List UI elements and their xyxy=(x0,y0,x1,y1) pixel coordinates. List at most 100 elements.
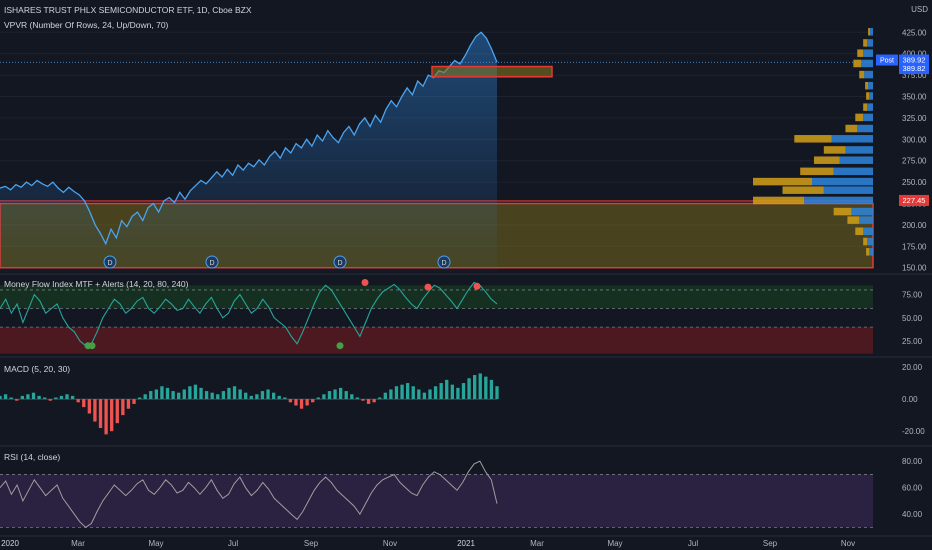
vp-down-bar xyxy=(866,248,870,256)
x-tick-label: Jul xyxy=(228,539,238,548)
vp-up-bar xyxy=(845,146,873,154)
macd-histogram-bar xyxy=(283,397,287,400)
macd-histogram-bar xyxy=(266,389,270,400)
macd-histogram-bar xyxy=(171,391,175,400)
macd-histogram-bar xyxy=(489,379,494,400)
vp-up-bar xyxy=(833,167,873,176)
macd-histogram-bar xyxy=(177,392,181,400)
mfi-oversold-alert xyxy=(336,342,344,350)
macd-histogram-bar xyxy=(98,399,103,428)
rsi-tick-label: 80.00 xyxy=(902,457,923,466)
mfi-oversold-alert xyxy=(88,342,96,350)
vp-down-bar xyxy=(853,59,862,68)
vp-up-bar xyxy=(863,49,873,57)
macd-histogram-bar xyxy=(204,391,209,400)
macd-pane-title: MACD (5, 20, 30) xyxy=(4,364,71,374)
vp-up-bar xyxy=(863,113,873,122)
vp-down-bar xyxy=(855,113,864,122)
macd-histogram-bar xyxy=(350,394,354,400)
vp-down-bar xyxy=(857,49,864,57)
x-tick-label: Nov xyxy=(841,539,855,548)
macd-histogram-bar xyxy=(15,399,19,401)
price-area xyxy=(0,32,497,272)
mfi-tick-label: 75.00 xyxy=(902,291,923,300)
vp-up-bar xyxy=(867,237,873,246)
macd-histogram-bar xyxy=(221,391,226,400)
vp-up-bar xyxy=(864,70,873,79)
macd-histogram-bar xyxy=(417,389,421,400)
macd-histogram-bar xyxy=(232,386,237,400)
vp-up-bar xyxy=(851,207,873,216)
macd-histogram-bar xyxy=(93,399,97,422)
x-tick-label: 2020 xyxy=(1,539,19,548)
vp-down-bar xyxy=(833,207,852,216)
currency-label: USD xyxy=(911,5,928,14)
price-tick-label: 200.00 xyxy=(902,221,927,230)
mfi-line xyxy=(0,281,498,347)
macd-histogram-bar xyxy=(59,395,64,400)
vp-down-bar xyxy=(863,39,868,47)
dividend-marker xyxy=(205,255,219,269)
macd-histogram-bar xyxy=(26,394,30,400)
macd-histogram-bar xyxy=(322,394,326,400)
mfi-upper-zone xyxy=(0,285,873,309)
macd-histogram-bar xyxy=(76,399,80,403)
rsi-band xyxy=(0,474,873,528)
macd-histogram-bar xyxy=(422,392,427,400)
macd-histogram-bar xyxy=(467,378,471,400)
x-tick-label: Mar xyxy=(71,539,85,548)
mfi-lower-zone xyxy=(0,327,873,354)
x-tick-label: Nov xyxy=(383,539,397,548)
macd-tick-label: 20.00 xyxy=(902,363,923,372)
macd-histogram-bar xyxy=(461,383,466,400)
x-tick-label: May xyxy=(607,539,622,548)
macd-histogram-bar xyxy=(65,394,69,400)
macd-histogram-bar xyxy=(338,387,343,400)
macd-histogram-bar xyxy=(478,373,482,400)
price-tick-label: 350.00 xyxy=(902,92,927,101)
macd-histogram-bar xyxy=(54,397,58,400)
vp-down-bar xyxy=(863,237,868,246)
dividend-marker xyxy=(333,255,347,269)
vp-up-bar xyxy=(831,135,873,143)
mfi-tick-label: 25.00 xyxy=(902,337,923,346)
dividend-marker-label: D xyxy=(441,260,446,267)
price-tick-label: 175.00 xyxy=(902,242,927,251)
dividend-marker-label: D xyxy=(209,260,214,267)
macd-histogram-bar xyxy=(456,387,460,400)
macd-histogram-bar xyxy=(316,397,320,400)
x-tick-label: 2021 xyxy=(457,539,475,548)
macd-histogram-bar xyxy=(154,389,159,400)
resistance-box xyxy=(431,65,553,78)
macd-histogram-bar xyxy=(0,395,2,400)
macd-histogram-bar xyxy=(43,397,47,400)
macd-histogram-bar xyxy=(188,386,192,400)
price-tick-label: 150.00 xyxy=(902,264,927,273)
x-tick-label: Mar xyxy=(530,539,544,548)
vp-up-bar xyxy=(863,227,873,236)
vp-down-bar xyxy=(823,146,846,154)
mfi-pane-title: Money Flow Index MTF + Alerts (14, 20, 8… xyxy=(4,279,189,289)
macd-histogram-bar xyxy=(137,397,142,400)
chart-title: ISHARES TRUST PHLX SEMICONDUCTOR ETF, 1D… xyxy=(4,5,252,15)
price-line xyxy=(0,31,498,246)
price-tick-label: 375.00 xyxy=(902,71,927,80)
macd-histogram-bar xyxy=(48,399,52,401)
macd-histogram-bar xyxy=(333,389,337,400)
macd-histogram-bar xyxy=(277,395,281,400)
macd-histogram-bar xyxy=(428,389,432,400)
vp-up-bar xyxy=(867,39,873,47)
macd-histogram-bar xyxy=(327,391,332,400)
macd-histogram-bar xyxy=(271,392,276,400)
macd-histogram-bar xyxy=(37,395,41,400)
post-price-value: 389.92 xyxy=(903,56,926,65)
vp-down-bar xyxy=(753,196,805,205)
macd-histogram-bar xyxy=(87,399,92,414)
vp-up-bar xyxy=(868,81,873,90)
x-tick-label: Jul xyxy=(688,539,698,548)
macd-tick-label: 0.00 xyxy=(902,395,918,404)
x-tick-label: Sep xyxy=(763,539,778,548)
macd-histogram-bar xyxy=(143,394,147,400)
macd-histogram-bar xyxy=(389,389,393,400)
vp-up-bar xyxy=(839,156,873,164)
